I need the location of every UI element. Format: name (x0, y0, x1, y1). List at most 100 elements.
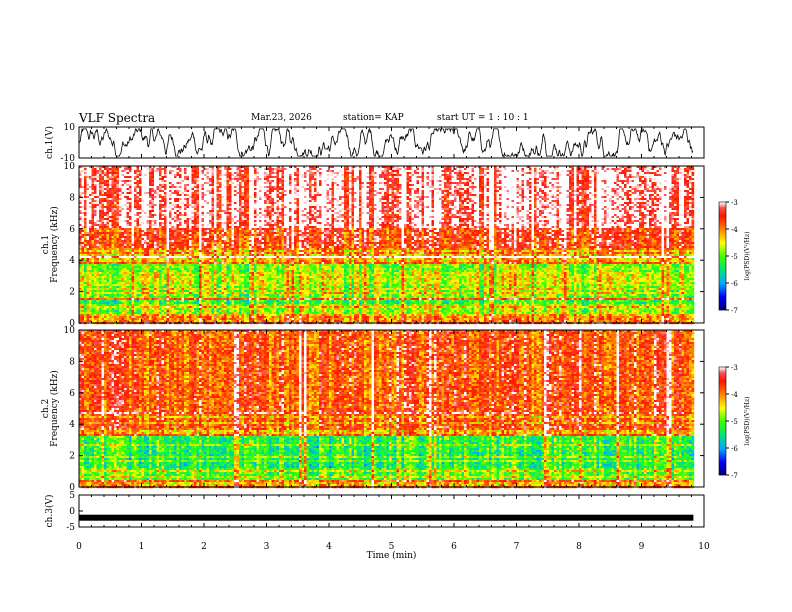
ch1-spectrogram-cell (186, 186, 190, 189)
ch1-spectrogram-cell (196, 212, 200, 215)
ch1-spectrogram-cell (229, 218, 232, 221)
ch1-spectrogram-cell (111, 222, 115, 225)
ch1-spectrogram-cell (134, 244, 137, 247)
ch1-spectrogram-cell (121, 252, 125, 255)
ch1-spectrogram-cell (191, 298, 195, 301)
ch1-spectrogram-cell (96, 204, 100, 207)
ch1-spectrogram-cell (84, 310, 87, 313)
ch1-spectrogram-cell (154, 312, 157, 315)
ch1-spectrogram-cell (184, 228, 187, 231)
ch1-spectrogram-cell (161, 190, 165, 193)
ch1-spectrogram-cell (161, 214, 165, 217)
ch1-spectrogram-cell (166, 210, 170, 213)
ch1-spectrogram-cell (94, 254, 97, 257)
ch1-spectrogram-cell (211, 280, 215, 283)
ch1-spectrogram-cell (129, 194, 132, 197)
ch1-spectrogram-cell (204, 210, 207, 213)
ch1-spectrogram-cell (166, 244, 170, 247)
ch1-spectrogram-cell (164, 256, 167, 259)
ch1-spectrogram-cell (154, 246, 157, 249)
ch1-spectrogram-cell (84, 168, 87, 171)
ch1-spectrogram-cell (171, 296, 175, 299)
ch1-spectrogram-cell (151, 302, 155, 305)
ch1-spectrogram-cell (99, 246, 102, 249)
ch1-spectrogram-cell (159, 244, 162, 247)
ch1-spectrogram-cell (131, 166, 135, 169)
ch1-spectrogram-cell (139, 212, 142, 215)
ch1-spectrogram-cell (209, 312, 212, 315)
ch1-spectrogram-cell (184, 290, 187, 293)
ch1-spectrogram-cell (171, 318, 175, 321)
ch1-spectrogram-cell (84, 232, 87, 235)
ch1-spectrogram-cell (139, 234, 142, 237)
ch1-spectrogram-cell (166, 304, 170, 307)
ch1-spectrogram-cell (206, 310, 210, 313)
ch1-spectrogram-cell (114, 206, 117, 209)
ch1-spectrogram-cell (216, 240, 220, 243)
ch1-spectrogram-cell (151, 312, 155, 315)
ch1-spectrogram-cell (229, 298, 232, 301)
ch1-spectrogram-cell (134, 296, 137, 299)
ch1-spectrogram-cell (196, 216, 200, 219)
ch1-spectrogram-cell (186, 228, 190, 231)
ch1-spectrogram-cell (181, 320, 185, 323)
ch1-spectrogram-cell (89, 212, 92, 215)
ch1-spectrogram-cell (91, 254, 95, 257)
ch1-spectrogram-cell (221, 224, 225, 227)
ch1-spectrogram-cell (231, 202, 235, 205)
ch1-spectrogram-cell (84, 300, 87, 303)
ch1-spectrogram-cell (104, 212, 107, 215)
ch1-spectrogram-cell (121, 212, 125, 215)
ch1-spectrogram-cell (121, 266, 125, 269)
ch1-spectrogram-cell (146, 288, 150, 291)
ch1-spectrogram-cell (86, 174, 90, 177)
ch1-spectrogram-cell (94, 244, 97, 247)
ch1-spectrogram-cell (94, 194, 97, 197)
ch1-spectrogram-cell (216, 174, 220, 177)
ch1-spectrogram-cell (144, 188, 147, 191)
ch1-spectrogram-cell (166, 288, 170, 291)
ch1-spectrogram-cell (91, 304, 95, 307)
ch1-spectrogram-cell (89, 284, 92, 287)
ch1-spectrogram-cell (86, 258, 90, 261)
ch1-spectrogram-cell (221, 178, 225, 181)
ch1-spectrogram-cell (159, 204, 162, 207)
ch1-spectrogram-cell (141, 242, 145, 245)
ch1-spectrogram-cell (81, 254, 85, 257)
ch1-spectrogram-cell (101, 226, 105, 229)
ch1-spectrogram-cell (164, 264, 167, 267)
ch1-spectrogram-cell (219, 320, 222, 323)
ch1-spectrogram-cell (196, 250, 200, 253)
ch1-spectrogram-cell (209, 182, 212, 185)
ch1-spectrogram-cell (159, 216, 162, 219)
ch1-spectrogram-cell (166, 248, 170, 251)
ch1-spectrogram-cell (229, 308, 232, 311)
ch1-spectrogram-cell (139, 196, 142, 199)
ch1-spectrogram-cell (199, 312, 202, 315)
ch1-spectrogram-cell (159, 258, 162, 261)
ch1-spectrogram-cell (231, 252, 235, 255)
ch1-spectrogram-cell (151, 200, 155, 203)
ch1-spectrogram-cell (226, 228, 230, 231)
ch1-spectrogram-cell (209, 260, 212, 263)
ch1-spectrogram-cell (201, 280, 205, 283)
ch1-spectrogram-cell (129, 296, 132, 299)
ch1-spectrogram-cell (86, 206, 90, 209)
ch1-spectrogram-cell (189, 196, 192, 199)
ch1-spectrogram-cell (144, 254, 147, 257)
ch1-spectrogram-cell (176, 174, 180, 177)
ch1-spectrogram-cell (154, 250, 157, 253)
ch1-spectrogram-cell (84, 308, 87, 311)
ch1-spectrogram-cell (219, 248, 222, 251)
ch1-spectrogram-cell (149, 252, 152, 255)
ch1-spectrogram-cell (206, 222, 210, 225)
ch1-spectrogram-cell (159, 282, 162, 285)
ch1-spectrogram-cell (116, 248, 120, 251)
ch1-spectrogram-cell (146, 224, 150, 227)
ch1-spectrogram-cell (201, 200, 205, 203)
ch1-spectrogram-cell (129, 270, 132, 273)
ch1-spectrogram-cell (186, 302, 190, 305)
ch1-spectrogram-cell (229, 202, 232, 205)
ch1-spectrogram-cell (216, 272, 220, 275)
ch1-spectrogram-cell (179, 312, 182, 315)
